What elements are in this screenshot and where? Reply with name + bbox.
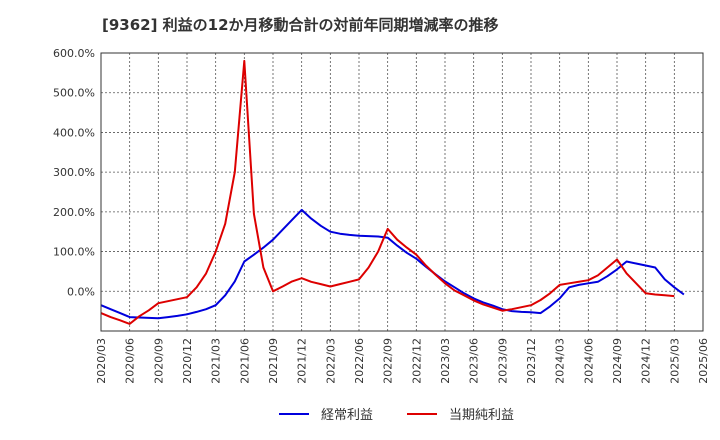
x-tick-label: 2021/03 <box>210 338 223 384</box>
x-tick-label: 2023/09 <box>496 338 509 384</box>
y-tick-label: 600.0% <box>53 47 95 60</box>
grid <box>100 52 704 331</box>
x-axis: 2020/03 2020/06 2020/09 2020/12 2021/03 2021/… <box>95 338 710 384</box>
x-tick-label: 2022/12 <box>410 338 423 384</box>
x-tick-label: 2021/09 <box>267 338 280 384</box>
y-tick-label: 500.0% <box>53 87 95 100</box>
x-tick-label: 2024/12 <box>640 338 653 384</box>
legend-label: 当期純利益 <box>449 408 514 423</box>
x-tick-label: 2024/09 <box>611 338 624 384</box>
x-tick-label: 2020/12 <box>181 338 194 384</box>
y-axis: 0.0% 100.0% 200.0% 300.0% 400.0% 500.0% 600.0% <box>53 47 95 298</box>
y-tick-label: 300.0% <box>53 166 95 179</box>
x-tick-label: 2021/12 <box>296 338 309 384</box>
series-line-toki-jun-rieki <box>100 59 675 325</box>
x-tick-label: 2022/06 <box>353 338 366 384</box>
x-tick-label: 2025/06 <box>697 338 710 384</box>
y-tick-label: 200.0% <box>53 206 95 219</box>
x-tick-label: 2023/06 <box>468 338 481 384</box>
x-tick-label: 2024/06 <box>582 338 595 384</box>
series-line-keijo-rieki <box>100 208 685 320</box>
plot-frame <box>100 52 704 332</box>
legend-label: 経常利益 <box>321 408 373 423</box>
x-tick-label: 2020/03 <box>95 338 108 384</box>
x-tick-label: 2021/06 <box>238 338 251 384</box>
x-tick-label: 2025/03 <box>668 338 681 384</box>
x-tick-label: 2024/03 <box>554 338 567 384</box>
x-tick-label: 2022/09 <box>382 338 395 384</box>
y-tick-label: 100.0% <box>53 246 95 259</box>
x-tick-label: 2020/09 <box>152 338 165 384</box>
x-tick-label: 2020/06 <box>124 338 137 384</box>
x-tick-label: 2023/03 <box>439 338 452 384</box>
chart-title: [9362] 利益の12か月移動合計の対前年同期増減率の推移 <box>102 16 499 34</box>
x-tick-label: 2023/12 <box>525 338 538 384</box>
y-tick-label: 400.0% <box>53 126 95 139</box>
y-tick-label: 0.0% <box>67 285 95 298</box>
x-tick-label: 2022/03 <box>324 338 337 384</box>
series-layer <box>100 59 685 325</box>
legend: 経常利益 当期純利益 <box>279 408 514 423</box>
